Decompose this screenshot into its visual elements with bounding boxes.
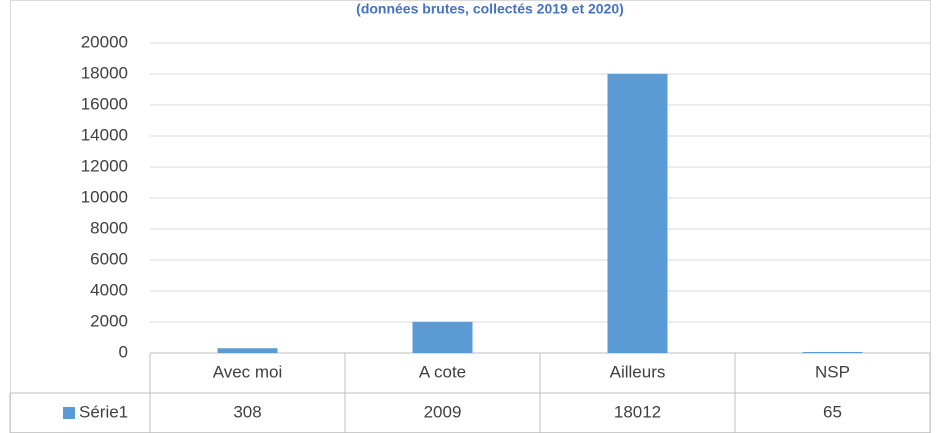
x-tick-label: Ailleurs <box>610 362 666 381</box>
y-tick-label: 10000 <box>81 187 128 206</box>
bar <box>802 351 863 353</box>
y-tick-label: 4000 <box>90 280 128 299</box>
y-tick-label: 14000 <box>81 125 128 144</box>
y-tick-label: 12000 <box>81 156 128 175</box>
x-tick-label: Avec moi <box>213 362 283 381</box>
bar <box>412 321 473 353</box>
y-tick-label: 16000 <box>81 94 128 113</box>
legend-label: Série1 <box>79 402 128 421</box>
y-tick-label: 6000 <box>90 249 128 268</box>
x-tick-label: NSP <box>815 362 850 381</box>
x-tick-label: A cote <box>419 362 466 381</box>
y-tick-label: 18000 <box>81 63 128 82</box>
y-tick-label: 2000 <box>90 311 128 330</box>
table-value: 65 <box>823 402 842 421</box>
chart-subtitle: (données brutes, collectés 2019 et 2020) <box>356 1 624 17</box>
chart-border <box>10 0 931 433</box>
table-value: 308 <box>233 402 261 421</box>
y-tick-label: 20000 <box>81 32 128 51</box>
legend-swatch <box>63 407 75 419</box>
y-tick-label: 8000 <box>90 218 128 237</box>
table-value: 2009 <box>424 402 462 421</box>
table-value: 18012 <box>614 402 661 421</box>
y-tick-label: 0 <box>119 342 128 361</box>
bar <box>217 348 278 353</box>
bar <box>607 73 668 354</box>
